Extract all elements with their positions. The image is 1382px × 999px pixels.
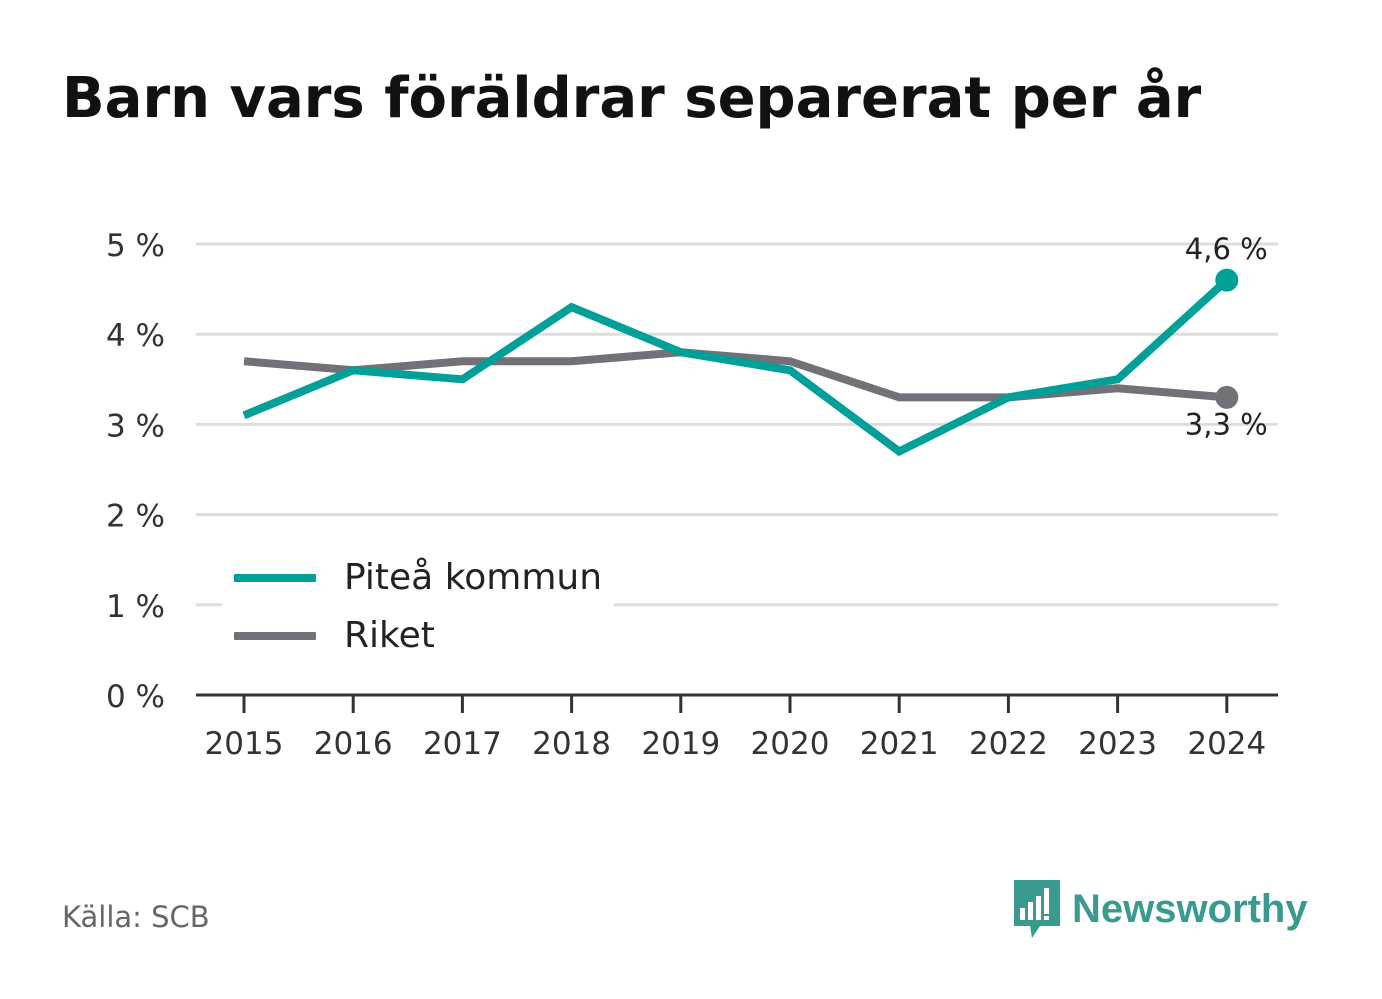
legend: Piteå kommun Riket: [222, 553, 614, 663]
legend-label-riket: Riket: [344, 615, 435, 656]
series-line-riket: [243, 348, 1228, 402]
x-tick-label: 2022: [969, 726, 1048, 762]
y-tick-label: 5 %: [106, 228, 165, 264]
newsworthy-chart-icon: [1014, 880, 1060, 938]
legend-item-pitea[interactable]: Piteå kommun: [234, 557, 602, 598]
legend-swatch-pitea: [234, 573, 316, 582]
y-tick-label: 1 %: [106, 589, 165, 625]
x-tick-label: 2015: [205, 726, 284, 762]
source-note: Källa: SCB: [62, 900, 210, 934]
end-point-riket: [1215, 385, 1239, 409]
y-tick-label: 2 %: [106, 499, 165, 535]
end-label-pitea: 4,6 %: [1185, 232, 1268, 266]
end-point-pitea: [1215, 268, 1239, 292]
y-tick-label: 4 %: [106, 318, 165, 354]
brand-name: Newsworthy: [1072, 886, 1308, 931]
gridlines: [196, 242, 1278, 607]
x-tick-label: 2020: [751, 726, 830, 762]
y-tick-label: 0 %: [106, 679, 165, 715]
legend-item-riket[interactable]: Riket: [234, 615, 435, 656]
chart-title: Barn vars föräldrar separerat per år: [62, 66, 1202, 131]
newsworthy-logo[interactable]: Newsworthy: [1012, 878, 1308, 940]
x-tick-label: 2021: [860, 726, 939, 762]
x-tick-label: 2016: [314, 726, 393, 762]
x-tick-label: 2024: [1187, 726, 1266, 762]
y-tick-label: 3 %: [106, 408, 165, 444]
legend-swatch-riket: [234, 631, 316, 640]
series-lines: [242, 277, 1230, 457]
series-line-pitea: [242, 277, 1230, 457]
y-axis-ticks: 0 % 1 % 2 % 3 % 4 % 5 %: [106, 228, 165, 715]
x-tick-label: 2019: [641, 726, 720, 762]
x-tick-label: 2017: [423, 726, 502, 762]
x-axis: 2015 2016 2017 2018 2019 2020 2021 2022 2023 2024: [196, 693, 1278, 762]
end-markers: 4,6 % 3,3 %: [1185, 232, 1268, 441]
end-label-riket: 3,3 %: [1185, 407, 1268, 441]
x-tick-label: 2023: [1078, 726, 1157, 762]
legend-label-pitea: Piteå kommun: [344, 557, 603, 598]
x-tick-label: 2018: [532, 726, 611, 762]
